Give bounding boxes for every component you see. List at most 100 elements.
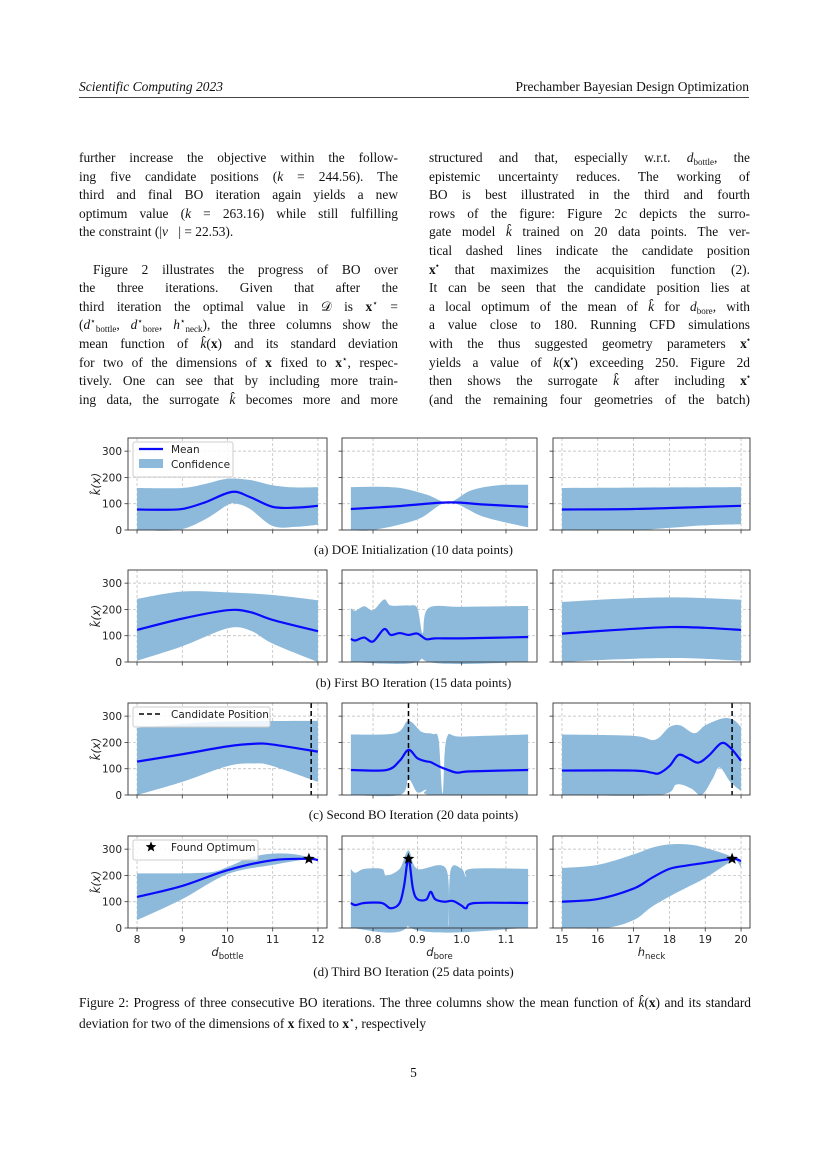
mean-line — [561, 741, 742, 775]
text-line: tively. One can see that by including mo… — [79, 373, 398, 389]
y-axis-label: k̂(x) — [89, 738, 103, 760]
text-line: structured and that, especially w.r.t. d… — [429, 150, 750, 167]
text-line: optimum value (k = 263.16) while still f… — [79, 205, 398, 221]
found-optimum-star — [726, 852, 738, 864]
y-axis-label: k̂(x) — [89, 473, 103, 495]
legend-optimum-swatch — [145, 841, 157, 852]
confidence-band — [350, 720, 529, 797]
header-rule — [79, 97, 749, 98]
legend: Candidate Position — [132, 706, 271, 728]
text-line: with the thus suggested geometry paramet… — [429, 334, 750, 351]
text-line: BO is best illustrated in the third and … — [429, 187, 750, 203]
y-tick-label: 300 — [102, 844, 122, 856]
y-axis-label: k̂(x) — [89, 605, 103, 627]
subcaption-d: (d) Third BO Iteration (25 data points) — [313, 964, 514, 979]
y-tick-label: 100 — [102, 764, 122, 776]
running-header-right: Prechamber Bayesian Design Optimization — [515, 79, 749, 94]
panel-d1: 8 9 10 11 12 0 100 200 300 k̂(x) dbottle Found Opti… — [89, 835, 328, 962]
panel-d2: 0.8 0.9 1.0 1.1 dbore — [338, 835, 538, 962]
axes-frame — [341, 835, 538, 929]
text-line: (and the remaining four geometries of th… — [429, 391, 750, 407]
text-line: third and final BO iteration again yield… — [79, 187, 398, 203]
found-optimum-star — [303, 852, 315, 864]
x-axis-label: dbore — [426, 945, 452, 962]
x-tick-label: 9 — [179, 934, 186, 946]
x-tick-label: 8 — [134, 934, 141, 946]
y-tick-label: 0 — [115, 525, 122, 537]
confidence-band — [350, 599, 529, 664]
panel-a2 — [338, 437, 538, 534]
text-line: x• that maximizes the acquisition functi… — [429, 260, 750, 277]
confidence-band — [561, 843, 742, 929]
mean-line — [350, 857, 529, 910]
y-tick-label: 300 — [102, 711, 122, 723]
x-tick-label: 16 — [591, 934, 605, 946]
axes-frame — [341, 702, 538, 796]
mean-line — [561, 857, 742, 903]
x-tick-label: 17 — [627, 934, 640, 946]
mean-line — [136, 742, 319, 763]
x-axis-label-sub: bore — [434, 952, 453, 962]
x-tick-label: 20 — [734, 934, 747, 946]
text-line: mean function of k̂(x) and its standard … — [79, 335, 398, 351]
confidence-band — [137, 591, 318, 662]
axes-frame — [552, 437, 751, 531]
found-optimum-star — [402, 852, 415, 864]
y-tick-label: 0 — [115, 923, 122, 935]
x-tick-label: 18 — [663, 934, 676, 946]
confidence-band — [350, 850, 529, 933]
y-tick-label: 100 — [102, 631, 122, 643]
panel-d3: 15 16 17 18 19 20 hneck — [549, 835, 751, 962]
text-line: Figure 2 illustrates the progress of BO … — [93, 261, 398, 277]
y-tick-label: 200 — [102, 737, 122, 749]
axes-frame — [552, 835, 751, 929]
panel-a3 — [549, 437, 751, 534]
mean-line — [350, 501, 529, 511]
panel-c3 — [549, 702, 751, 799]
x-axis-label: dbottle — [211, 945, 243, 962]
page-number: 5 — [410, 1065, 417, 1080]
text-column-left: further increase the objective within th… — [79, 149, 398, 409]
legend: Mean Confidence — [132, 441, 234, 478]
panel-b2 — [338, 569, 538, 666]
x-axis-label-sub: bottle — [219, 952, 244, 962]
text-line: (d⋆bottle, d⋆bore, h⋆neck), the three co… — [79, 316, 398, 335]
text-line: tical dashed lines indicate the candidat… — [429, 242, 750, 258]
y-tick-label: 200 — [102, 604, 122, 616]
y-tick-label: 0 — [115, 657, 122, 669]
text-line: gate model k̂ trained on 20 data points.… — [429, 224, 750, 240]
x-tick-label: 0.9 — [409, 934, 426, 946]
x-tick-label: 10 — [221, 934, 234, 946]
panel-b1: 0 100 200 300 k̂(x) — [89, 569, 328, 669]
y-axis-label: k̂(x) — [89, 871, 103, 893]
mean-line — [136, 608, 319, 633]
text-line: It can be seen that the candidate positi… — [429, 280, 750, 296]
mean-line — [561, 504, 742, 511]
y-tick-label: 100 — [102, 897, 122, 909]
text-line: third iteration the optimal value in 𝒟 i… — [79, 297, 398, 314]
legend-label: Mean — [171, 444, 200, 456]
mean-line — [350, 627, 529, 643]
text-line: for two of the dimensions of x fixed to … — [79, 353, 398, 370]
x-axis-label-main: d — [426, 945, 434, 959]
text-column-right: structured and that, especially w.r.t. d… — [429, 149, 750, 409]
panel-b3 — [549, 569, 751, 666]
x-tick-label: 12 — [311, 934, 324, 946]
confidence-band — [561, 597, 742, 662]
x-axis-label-sub: neck — [645, 952, 665, 962]
axes-frame — [552, 569, 751, 663]
text-line: rows of the figure: Figure 2c depicts th… — [429, 205, 750, 221]
legend-label: Found Optimum — [171, 842, 255, 854]
text-line: a value close to 180. Running CFD simula… — [429, 317, 750, 333]
legend-box — [132, 839, 259, 861]
confidence-band — [350, 484, 529, 531]
y-tick-label: 200 — [102, 472, 122, 484]
figure-caption: Figure 2: Progress of three consecutive … — [79, 995, 751, 1031]
x-tick-label: 19 — [699, 934, 712, 946]
confidence-band — [561, 717, 742, 796]
y-tick-label: 300 — [102, 578, 122, 590]
running-header-left: Scientific Computing 2023 — [79, 79, 223, 94]
panel-c2 — [338, 702, 538, 799]
axes-frame — [552, 702, 751, 796]
